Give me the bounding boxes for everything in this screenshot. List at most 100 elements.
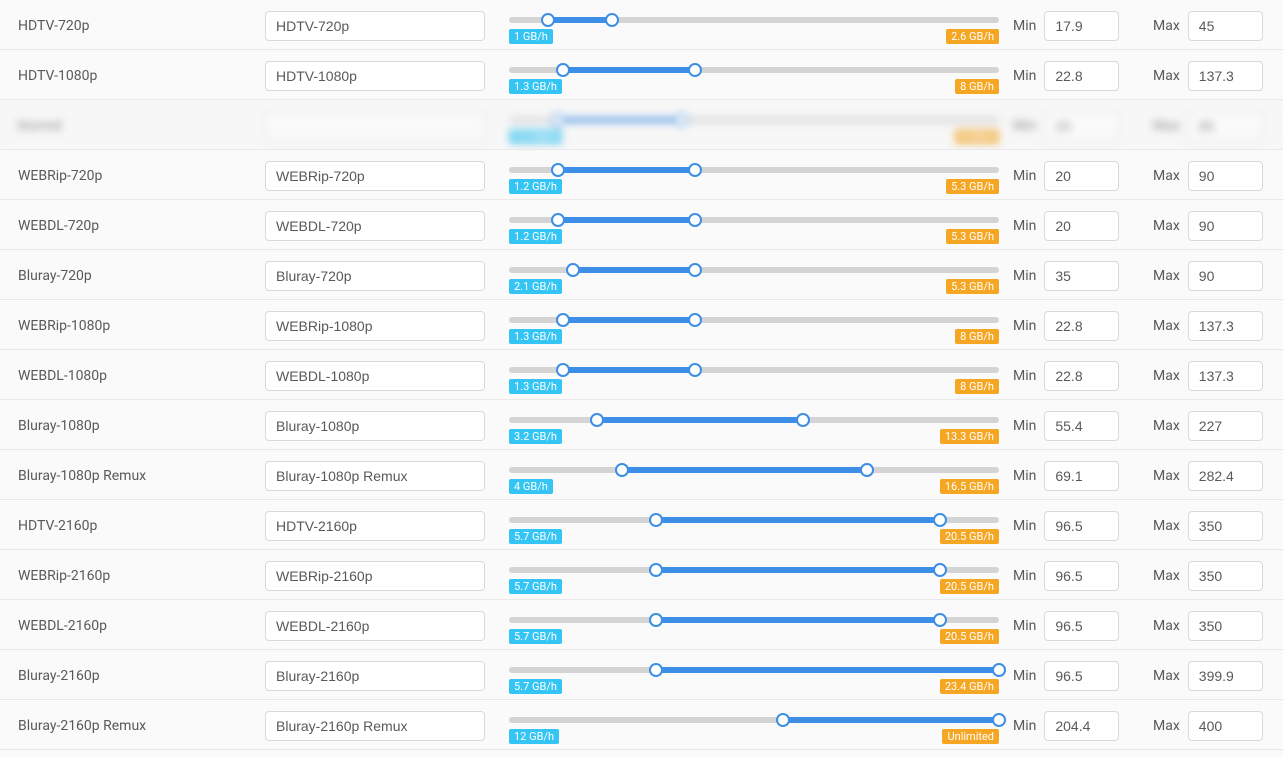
- slider-handle-high[interactable]: [688, 313, 702, 327]
- slider-handle-low[interactable]: [590, 413, 604, 427]
- min-input[interactable]: [1044, 611, 1119, 641]
- min-input[interactable]: [1044, 261, 1119, 291]
- quality-row: Bluray-1080p Remux4 GB/h16.5 GB/hMinMax: [0, 450, 1283, 500]
- size-range-slider[interactable]: 12 GB/hUnlimited: [505, 709, 1013, 743]
- quality-title-input[interactable]: [265, 411, 485, 441]
- size-range-slider[interactable]: 2.1 GB/h5.3 GB/h: [505, 259, 1013, 293]
- min-input[interactable]: [1044, 211, 1119, 241]
- max-input[interactable]: [1188, 461, 1263, 491]
- size-range-slider[interactable]: 4 GB/h16.5 GB/h: [505, 459, 1013, 493]
- slider-handle-high[interactable]: [688, 263, 702, 277]
- max-input[interactable]: [1188, 411, 1263, 441]
- max-input[interactable]: [1188, 261, 1263, 291]
- quality-title-input[interactable]: [265, 211, 485, 241]
- slider-handle-high[interactable]: [688, 163, 702, 177]
- min-input[interactable]: [1044, 561, 1119, 591]
- min-input[interactable]: [1044, 461, 1119, 491]
- slider-handle-low[interactable]: [649, 613, 663, 627]
- size-range-slider[interactable]: 1.2 GB/h5 GB/h: [505, 109, 1013, 143]
- slider-handle-high[interactable]: [688, 363, 702, 377]
- max-input[interactable]: [1188, 211, 1263, 241]
- quality-title-input[interactable]: [265, 11, 485, 41]
- slider-handle-low[interactable]: [649, 663, 663, 677]
- slider-handle-low[interactable]: [556, 363, 570, 377]
- quality-title-input[interactable]: [265, 161, 485, 191]
- size-range-slider[interactable]: 5.7 GB/h20.5 GB/h: [505, 609, 1013, 643]
- slider-handle-high[interactable]: [674, 113, 688, 127]
- quality-title-input[interactable]: [265, 711, 485, 741]
- size-range-slider[interactable]: 5.7 GB/h20.5 GB/h: [505, 559, 1013, 593]
- slider-handle-low[interactable]: [551, 213, 565, 227]
- slider-handle-low[interactable]: [566, 263, 580, 277]
- min-input[interactable]: [1044, 11, 1119, 41]
- slider-handle-low[interactable]: [649, 513, 663, 527]
- min-input[interactable]: [1044, 161, 1119, 191]
- max-label: Max: [1153, 118, 1180, 134]
- slider-handle-low[interactable]: [776, 713, 790, 727]
- slider-range: [558, 167, 695, 173]
- quality-title-input[interactable]: [265, 461, 485, 491]
- slider-handle-low[interactable]: [615, 463, 629, 477]
- min-input[interactable]: [1044, 311, 1119, 341]
- slider-handle-high[interactable]: [605, 13, 619, 27]
- slider-handle-high[interactable]: [933, 613, 947, 627]
- quality-title-input[interactable]: [265, 661, 485, 691]
- slider-handle-high[interactable]: [933, 563, 947, 577]
- max-input[interactable]: [1188, 661, 1263, 691]
- slider-handle-low[interactable]: [551, 113, 565, 127]
- slider-handle-high[interactable]: [933, 513, 947, 527]
- min-input[interactable]: [1044, 661, 1119, 691]
- slider-handle-high[interactable]: [796, 413, 810, 427]
- quality-title-input[interactable]: [265, 611, 485, 641]
- max-input[interactable]: [1188, 111, 1263, 141]
- size-range-slider[interactable]: 5.7 GB/h20.5 GB/h: [505, 509, 1013, 543]
- max-input[interactable]: [1188, 311, 1263, 341]
- slider-handle-low[interactable]: [556, 313, 570, 327]
- min-label: Min: [1013, 318, 1036, 334]
- min-input[interactable]: [1044, 361, 1119, 391]
- max-label: Max: [1153, 68, 1180, 84]
- quality-title-input[interactable]: [265, 361, 485, 391]
- size-range-slider[interactable]: 5.7 GB/h23.4 GB/h: [505, 659, 1013, 693]
- slider-handle-low[interactable]: [541, 13, 555, 27]
- quality-title-input[interactable]: [265, 111, 485, 141]
- min-input[interactable]: [1044, 61, 1119, 91]
- slider-handle-low[interactable]: [556, 63, 570, 77]
- max-input[interactable]: [1188, 11, 1263, 41]
- size-range-slider[interactable]: 1.2 GB/h5.3 GB/h: [505, 159, 1013, 193]
- slider-handle-high[interactable]: [860, 463, 874, 477]
- max-input[interactable]: [1188, 561, 1263, 591]
- slider-badge-low: 5.7 GB/h: [509, 679, 562, 694]
- slider-handle-high[interactable]: [992, 663, 1006, 677]
- max-input[interactable]: [1188, 611, 1263, 641]
- slider-badge-low: 2.1 GB/h: [509, 279, 562, 294]
- size-range-slider[interactable]: 1.2 GB/h5.3 GB/h: [505, 209, 1013, 243]
- size-range-slider[interactable]: 1.3 GB/h8 GB/h: [505, 309, 1013, 343]
- size-range-slider[interactable]: 3.2 GB/h13.3 GB/h: [505, 409, 1013, 443]
- size-range-slider[interactable]: 1 GB/h2.6 GB/h: [505, 9, 1013, 43]
- max-input[interactable]: [1188, 511, 1263, 541]
- slider-handle-low[interactable]: [551, 163, 565, 177]
- slider-handle-high[interactable]: [688, 63, 702, 77]
- quality-title-input[interactable]: [265, 261, 485, 291]
- slider-handle-high[interactable]: [992, 713, 1006, 727]
- size-range-slider[interactable]: 1.3 GB/h8 GB/h: [505, 359, 1013, 393]
- slider-badge-low: 1.2 GB/h: [509, 179, 562, 194]
- max-input[interactable]: [1188, 61, 1263, 91]
- min-input[interactable]: [1044, 111, 1119, 141]
- max-input[interactable]: [1188, 161, 1263, 191]
- min-input[interactable]: [1044, 711, 1119, 741]
- quality-name: HDTV-1080p: [18, 68, 265, 84]
- quality-title-input[interactable]: [265, 561, 485, 591]
- quality-title-input[interactable]: [265, 61, 485, 91]
- slider-handle-high[interactable]: [688, 213, 702, 227]
- quality-row: WEBDL-1080p1.3 GB/h8 GB/hMinMax: [0, 350, 1283, 400]
- max-input[interactable]: [1188, 711, 1263, 741]
- quality-title-input[interactable]: [265, 511, 485, 541]
- min-input[interactable]: [1044, 511, 1119, 541]
- max-input[interactable]: [1188, 361, 1263, 391]
- quality-title-input[interactable]: [265, 311, 485, 341]
- size-range-slider[interactable]: 1.3 GB/h8 GB/h: [505, 59, 1013, 93]
- slider-handle-low[interactable]: [649, 563, 663, 577]
- min-input[interactable]: [1044, 411, 1119, 441]
